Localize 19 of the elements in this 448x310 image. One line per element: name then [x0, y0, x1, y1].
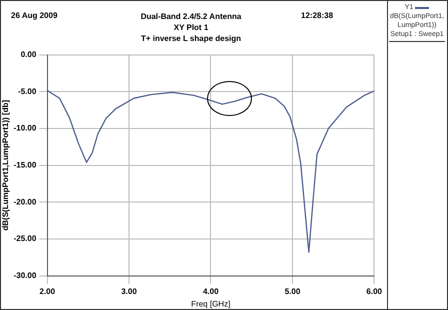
x-tick-label: 2.00 — [39, 286, 56, 296]
y-tick-label: -30.00 — [14, 271, 37, 280]
x-axis-title: Freq [GHz] — [191, 299, 230, 308]
y-tick-label: -10.00 — [14, 124, 37, 133]
y-tick-label: -5.00 — [18, 86, 37, 96]
y-tick-label: -15.00 — [14, 160, 37, 170]
chart-title: Dual-Band 2.4/5.2 Antenna — [140, 12, 242, 21]
y-tick-label: -25.00 — [14, 234, 37, 244]
y-axis-title: dB(S(LumpPort1,LumpPort1)) [db] — [1, 100, 10, 231]
x-tick-label: 4.00 — [202, 286, 220, 296]
y-tick-label: -20.00 — [14, 197, 37, 206]
text: 26 Aug 2009 — [11, 11, 58, 20]
y-tick-label: 0.00 — [20, 50, 37, 60]
x-tick-label: 3.00 — [121, 286, 138, 296]
x-tick-label: 5.00 — [284, 286, 301, 296]
text: T+ inverse L shape design — [140, 33, 242, 44]
chart-subtitle: XY Plot 1 — [172, 22, 210, 33]
x-tick-label: 6.00 — [366, 286, 383, 296]
text: 12:28:38 — [301, 11, 334, 20]
